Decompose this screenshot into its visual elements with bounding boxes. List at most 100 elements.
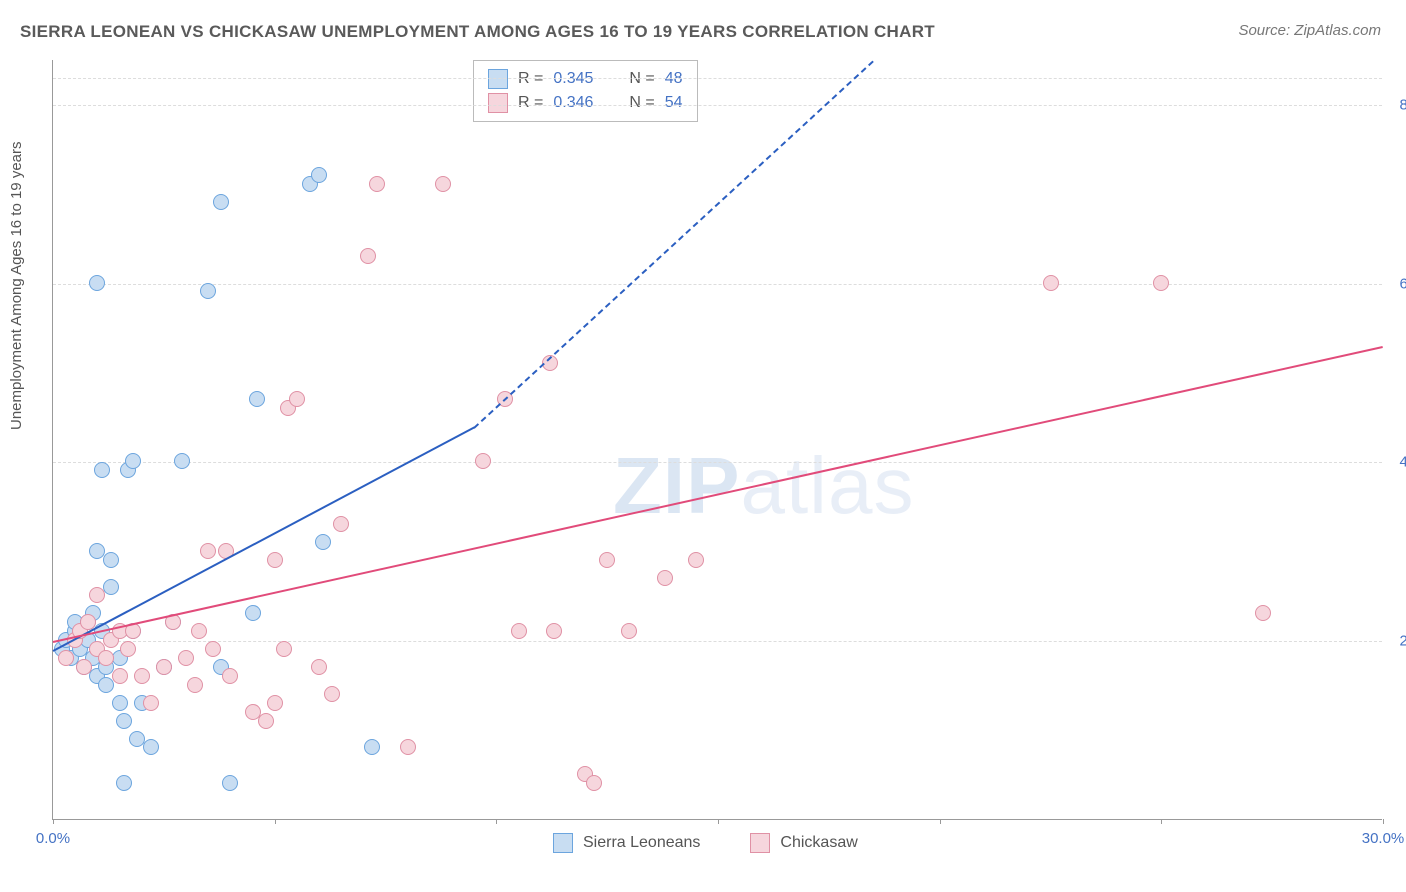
gridline-h bbox=[53, 78, 1382, 79]
y-tick-label: 60.0% bbox=[1399, 275, 1406, 292]
scatter-point bbox=[156, 659, 172, 675]
scatter-point bbox=[89, 587, 105, 603]
scatter-point bbox=[125, 453, 141, 469]
scatter-point bbox=[94, 462, 110, 478]
scatter-point bbox=[289, 391, 305, 407]
scatter-point bbox=[360, 248, 376, 264]
scatter-point bbox=[599, 552, 615, 568]
scatter-point bbox=[475, 453, 491, 469]
scatter-point bbox=[120, 641, 136, 657]
n-label: N = bbox=[629, 94, 654, 112]
scatter-point bbox=[324, 686, 340, 702]
x-tick-mark bbox=[275, 819, 276, 824]
scatter-point bbox=[276, 641, 292, 657]
scatter-point bbox=[191, 623, 207, 639]
chart-source: Source: ZipAtlas.com bbox=[1238, 22, 1381, 39]
n-label: N = bbox=[629, 70, 654, 88]
scatter-point bbox=[258, 713, 274, 729]
scatter-point bbox=[369, 176, 385, 192]
scatter-point bbox=[333, 516, 349, 532]
correlation-legend: R = 0.345 N = 48 R = 0.346 N = 54 bbox=[473, 60, 698, 122]
scatter-point bbox=[311, 659, 327, 675]
x-tick-label: 30.0% bbox=[1362, 830, 1405, 847]
trend-line bbox=[53, 427, 475, 652]
scatter-point bbox=[311, 167, 327, 183]
correlation-legend-row: R = 0.346 N = 54 bbox=[488, 91, 683, 115]
gridline-h bbox=[53, 284, 1382, 285]
x-tick-mark bbox=[1383, 819, 1384, 824]
gridline-h bbox=[53, 641, 1382, 642]
scatter-point bbox=[315, 534, 331, 550]
scatter-point bbox=[1043, 275, 1059, 291]
r-label: R = bbox=[518, 94, 543, 112]
watermark-atlas: atlas bbox=[740, 441, 914, 530]
scatter-point bbox=[267, 552, 283, 568]
scatter-point bbox=[222, 775, 238, 791]
scatter-point bbox=[187, 677, 203, 693]
legend-swatch bbox=[488, 69, 508, 89]
legend-swatch bbox=[488, 93, 508, 113]
correlation-legend-row: R = 0.345 N = 48 bbox=[488, 67, 683, 91]
r-value: 0.346 bbox=[553, 94, 593, 112]
scatter-point bbox=[103, 579, 119, 595]
scatter-point bbox=[657, 570, 673, 586]
x-tick-mark bbox=[496, 819, 497, 824]
scatter-point bbox=[688, 552, 704, 568]
scatter-point bbox=[112, 695, 128, 711]
scatter-point bbox=[116, 775, 132, 791]
n-value: 54 bbox=[665, 94, 683, 112]
y-tick-label: 80.0% bbox=[1399, 96, 1406, 113]
scatter-point bbox=[134, 668, 150, 684]
y-tick-label: 40.0% bbox=[1399, 454, 1406, 471]
chart-title: SIERRA LEONEAN VS CHICKASAW UNEMPLOYMENT… bbox=[20, 22, 935, 42]
scatter-point bbox=[178, 650, 194, 666]
scatter-point bbox=[222, 668, 238, 684]
legend-swatch bbox=[750, 833, 770, 853]
watermark: ZIPatlas bbox=[613, 440, 914, 532]
scatter-point bbox=[1153, 275, 1169, 291]
gridline-h bbox=[53, 105, 1382, 106]
series-legend-item: Sierra Leoneans bbox=[553, 833, 700, 853]
scatter-point bbox=[103, 552, 119, 568]
x-tick-mark bbox=[940, 819, 941, 824]
x-tick-mark bbox=[718, 819, 719, 824]
scatter-point bbox=[89, 275, 105, 291]
legend-swatch bbox=[553, 833, 573, 853]
x-tick-mark bbox=[1161, 819, 1162, 824]
gridline-h bbox=[53, 462, 1382, 463]
scatter-point bbox=[249, 391, 265, 407]
series-name: Sierra Leoneans bbox=[583, 834, 700, 852]
scatter-point bbox=[213, 194, 229, 210]
scatter-point bbox=[364, 739, 380, 755]
scatter-point bbox=[621, 623, 637, 639]
scatter-point bbox=[267, 695, 283, 711]
y-tick-label: 20.0% bbox=[1399, 633, 1406, 650]
x-tick-mark bbox=[53, 819, 54, 824]
r-value: 0.345 bbox=[553, 70, 593, 88]
series-name: Chickasaw bbox=[780, 834, 857, 852]
watermark-zip: ZIP bbox=[613, 441, 740, 530]
scatter-point bbox=[1255, 605, 1271, 621]
scatter-point bbox=[435, 176, 451, 192]
scatter-point bbox=[200, 543, 216, 559]
scatter-point bbox=[586, 775, 602, 791]
scatter-point bbox=[98, 650, 114, 666]
scatter-point bbox=[58, 650, 74, 666]
scatter-point bbox=[143, 695, 159, 711]
scatter-point bbox=[205, 641, 221, 657]
scatter-point bbox=[511, 623, 527, 639]
scatter-point bbox=[112, 668, 128, 684]
chart-plot-area: ZIPatlas R =0.345N =48R =0.346N =54 Sier… bbox=[52, 60, 1382, 820]
n-value: 48 bbox=[665, 70, 683, 88]
scatter-point bbox=[400, 739, 416, 755]
series-legend-item: Chickasaw bbox=[750, 833, 857, 853]
r-label: R = bbox=[518, 70, 543, 88]
y-axis-label: Unemployment Among Ages 16 to 19 years bbox=[8, 141, 25, 430]
scatter-point bbox=[76, 659, 92, 675]
x-tick-label: 0.0% bbox=[36, 830, 70, 847]
scatter-point bbox=[174, 453, 190, 469]
scatter-point bbox=[116, 713, 132, 729]
scatter-point bbox=[143, 739, 159, 755]
scatter-point bbox=[546, 623, 562, 639]
series-legend: Sierra Leoneans Chickasaw bbox=[553, 833, 858, 853]
